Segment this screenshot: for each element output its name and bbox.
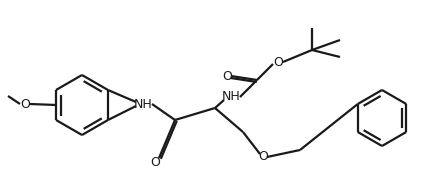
- Text: O: O: [222, 70, 232, 82]
- Text: O: O: [258, 150, 268, 164]
- Text: NH: NH: [134, 97, 153, 111]
- Text: NH: NH: [222, 90, 240, 104]
- Text: O: O: [273, 55, 283, 69]
- Text: O: O: [150, 155, 160, 169]
- Text: O: O: [20, 97, 30, 111]
